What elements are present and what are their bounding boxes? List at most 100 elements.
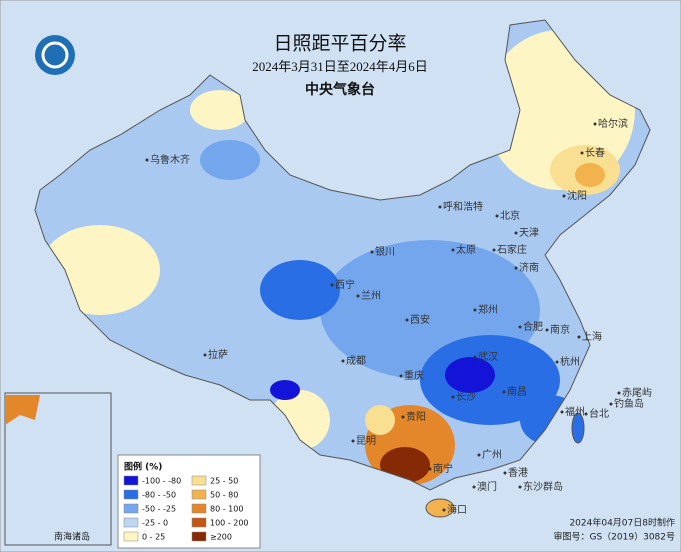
inset [4, 392, 112, 546]
city-dot [518, 325, 522, 329]
city-dot [145, 158, 149, 162]
city-label: 广州 [482, 449, 502, 461]
city-label: 赤尾屿 [622, 387, 652, 399]
footer-made: 2024年04月07日8时制作 [569, 517, 675, 529]
city-dot [495, 214, 499, 218]
legend [117, 454, 261, 549]
city-label: 武汉 [478, 350, 498, 363]
city-dot [473, 308, 477, 312]
city-label: 石家庄 [497, 243, 527, 256]
legend-swatch [191, 475, 207, 486]
border [34, 19, 651, 491]
city-label: 贵阳 [406, 410, 426, 423]
city-label: 合肥 [523, 320, 543, 333]
city-label: 昆明 [356, 435, 376, 447]
city-dot [503, 471, 507, 475]
city-dot [560, 410, 564, 414]
city-dot [472, 485, 476, 489]
city-label: 长沙 [456, 391, 476, 403]
city-label: 澳门 [477, 480, 497, 493]
city-dot [203, 353, 207, 357]
city-label: 长春 [585, 147, 605, 159]
city-label: 西安 [410, 313, 430, 326]
inset-label: 南海诸岛 [54, 531, 90, 543]
organization: 中央气象台 [305, 81, 375, 98]
legend-label: ≥200 [210, 533, 232, 542]
legend-swatch [123, 475, 139, 486]
legend-label: 25 - 50 [210, 477, 238, 486]
legend-label: 80 - 100 [210, 505, 243, 514]
city-dot [514, 231, 518, 235]
footer-approval: 审图号：GS（2019）3082号 [554, 531, 676, 543]
city-label: 北京 [500, 209, 520, 222]
city-label: 南宁 [433, 462, 453, 475]
legend-label: 0 - 25 [142, 533, 165, 542]
legend-swatch [191, 489, 207, 500]
legend-swatch [191, 503, 207, 514]
city-label: 乌鲁木齐 [150, 153, 190, 166]
legend-swatch [123, 489, 139, 500]
city-dot [477, 453, 481, 457]
city-dot [593, 122, 597, 126]
city-dot [609, 402, 613, 406]
title: 日照距平百分率 [273, 33, 406, 55]
city-dot [451, 395, 455, 399]
city-dot [356, 294, 360, 298]
city-label: 南昌 [507, 385, 527, 398]
taiwan [571, 412, 585, 444]
city-dot [399, 374, 403, 378]
legend-swatch [123, 517, 139, 528]
legend-label: 100 - 200 [210, 519, 249, 528]
city-label: 呼和浩特 [443, 201, 483, 213]
city-label: 济南 [519, 261, 539, 274]
hainan [425, 498, 455, 518]
city-dot [580, 151, 584, 155]
city-label: 海口 [447, 503, 467, 516]
legend-swatch [191, 517, 207, 528]
legend-swatch [191, 531, 207, 542]
legend-swatch [123, 531, 139, 542]
legend-label: 50 - 80 [210, 491, 238, 500]
city-label: 拉萨 [208, 348, 228, 361]
city-label: 天津 [519, 227, 539, 239]
legend-title: 图例 (%) [124, 461, 162, 473]
legend-label: -50 - -25 [142, 505, 176, 514]
city-dot [330, 283, 334, 287]
city-dot [428, 467, 432, 471]
city-label: 郑州 [478, 303, 498, 316]
city-dot [401, 415, 405, 419]
city-dot [473, 355, 477, 359]
city-label: 上海 [582, 330, 602, 343]
city-dot [555, 360, 559, 364]
city-dot [545, 328, 549, 332]
city-dot [438, 205, 442, 209]
logo [35, 35, 75, 75]
city-dot [502, 390, 506, 394]
city-label: 香港 [508, 467, 528, 479]
city-label: 银川 [375, 245, 395, 258]
city-label: 钓鱼岛 [614, 397, 644, 410]
city-dot [442, 508, 446, 512]
city-dot [351, 439, 355, 443]
logo-mark [41, 41, 69, 69]
city-dot [584, 412, 588, 416]
inset-land [5, 395, 40, 425]
city-dot [617, 391, 621, 395]
city-label: 西宁 [335, 278, 355, 291]
city-dot [514, 266, 518, 270]
city-dot [518, 485, 522, 489]
city-label: 台北 [589, 407, 609, 420]
city-dot [577, 335, 581, 339]
city-label: 东沙群岛 [523, 480, 563, 493]
date-range: 2024年3月31日至2024年4月6日 [252, 59, 428, 74]
city-dot [370, 250, 374, 254]
city-dot [451, 248, 455, 252]
city-dot [405, 318, 409, 322]
city-dot [492, 248, 496, 252]
city-label: 重庆 [404, 369, 424, 382]
city-label: 哈尔滨 [598, 117, 628, 130]
city-label: 兰州 [361, 289, 381, 302]
legend-swatch [123, 503, 139, 514]
city-label: 杭州 [560, 355, 580, 368]
